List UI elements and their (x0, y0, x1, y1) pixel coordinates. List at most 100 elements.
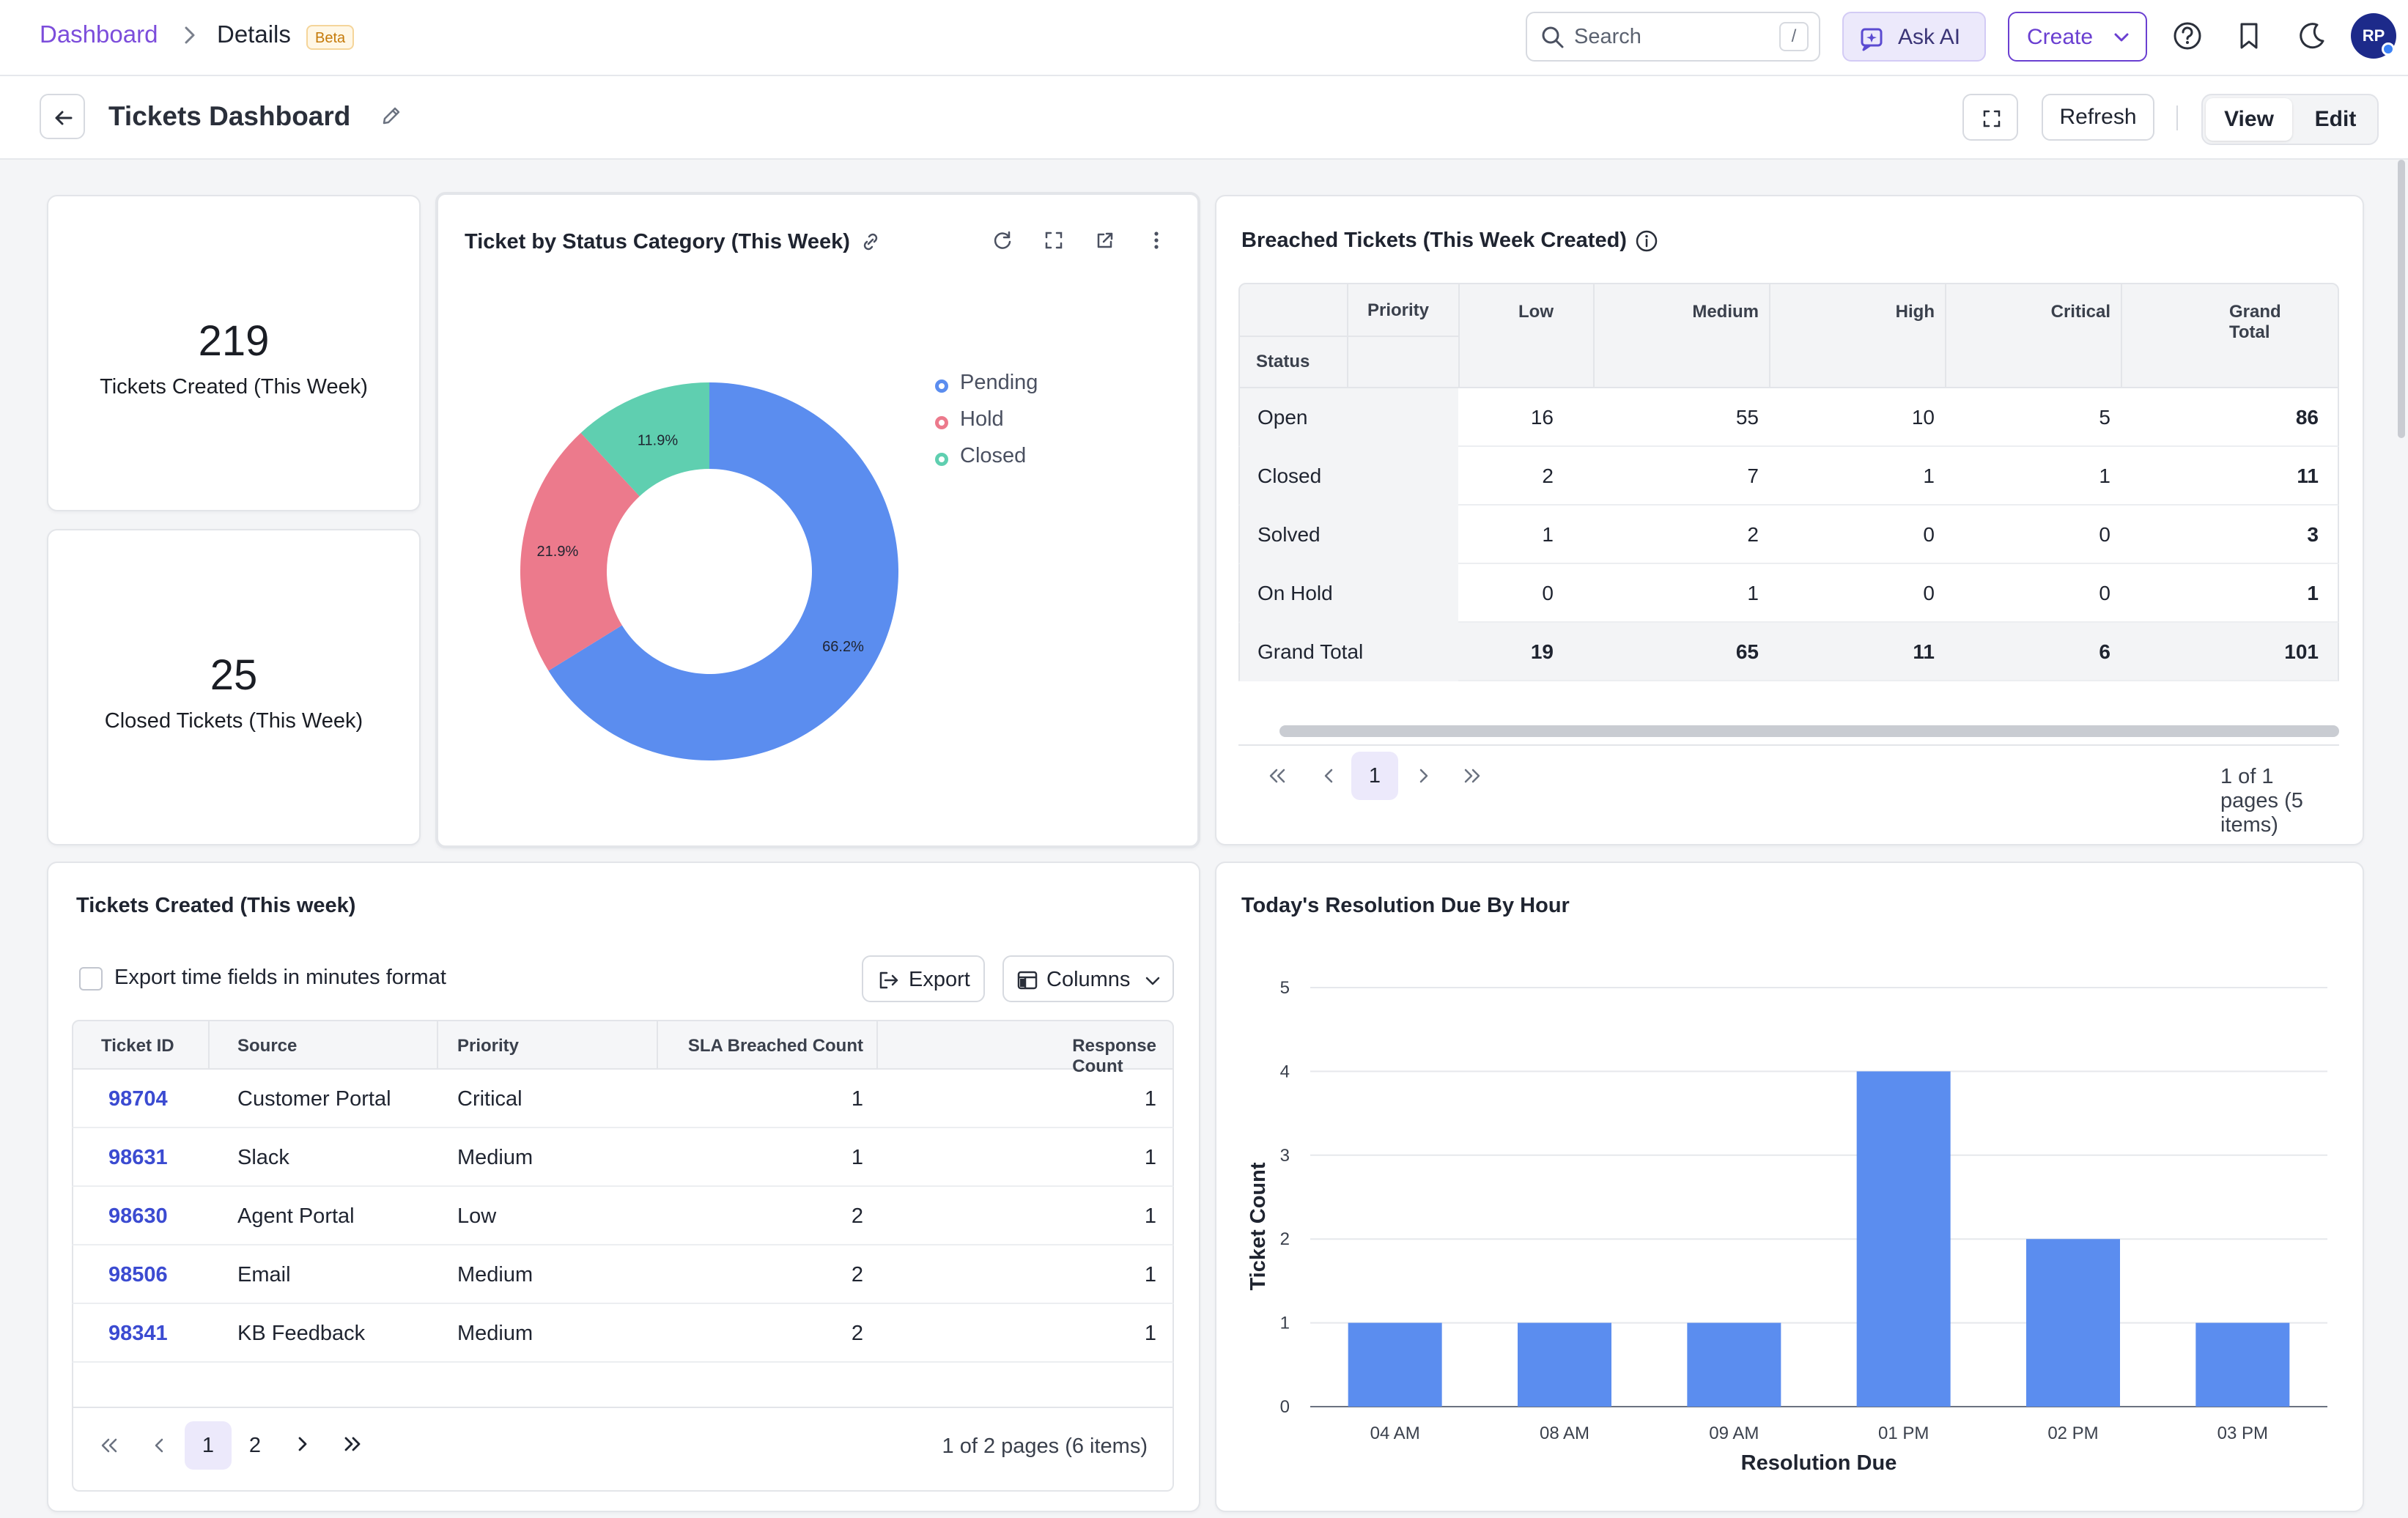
pivot-col-grand-total[interactable]: Grand Total (2229, 302, 2281, 342)
donut-slice-closed[interactable] (580, 382, 709, 497)
status-category-chart-card: Ticket by Status Category (This Week) 66… (435, 192, 1200, 848)
legend-label-hold[interactable]: Hold (960, 407, 1004, 431)
next-page-icon[interactable] (1411, 763, 1436, 788)
donut-slice-hold[interactable] (520, 432, 640, 671)
expand-icon (1983, 110, 2001, 127)
y-tick-label: 1 (1280, 1314, 1290, 1333)
pivot-priority-header: Priority (1367, 300, 1430, 320)
table-row[interactable]: 98631 Slack Medium 1 1 (72, 1128, 1174, 1187)
first-page-icon[interactable] (1265, 763, 1290, 788)
card-title: Breached Tickets (This Week Created) (1241, 229, 1627, 252)
ticket-id-link[interactable]: 98631 (108, 1146, 168, 1169)
pivot-col-medium[interactable]: Medium (1692, 302, 1759, 322)
pivot-value-cell: 1 (1923, 464, 1935, 487)
ticket-source: KB Feedback (237, 1322, 366, 1345)
previous-page-icon[interactable] (147, 1433, 171, 1458)
page-number-2[interactable]: 2 (248, 1434, 262, 1457)
pivot-col-low[interactable]: Low (1518, 302, 1554, 322)
pivot-value-cell: 0 (2099, 523, 2110, 546)
export-minutes-label: Export time fields in minutes format (114, 966, 446, 989)
pivot-row-label: On Hold (1257, 582, 1333, 604)
table-row[interactable]: 98506 Email Medium 2 1 (72, 1245, 1174, 1304)
create-dropdown-button[interactable]: Create (2008, 12, 2147, 62)
bar-04-am[interactable] (1348, 1322, 1442, 1407)
previous-page-icon[interactable] (1316, 763, 1341, 788)
header-divider (657, 1021, 658, 1070)
breadcrumb-dashboard-link[interactable]: Dashboard (40, 21, 158, 48)
last-page-icon[interactable] (340, 1432, 365, 1456)
moon-icon[interactable] (2295, 19, 2329, 53)
pivot-footer-divider (1238, 744, 2339, 746)
first-page-icon[interactable] (97, 1433, 122, 1458)
search-box[interactable]: Search / (1526, 12, 1820, 62)
link-icon[interactable] (859, 230, 882, 253)
columns-dropdown-button[interactable]: Columns (1002, 955, 1174, 1002)
pencil-icon[interactable] (380, 104, 403, 127)
legend-label-closed[interactable]: Closed (960, 444, 1027, 467)
bar-03-pm[interactable] (2195, 1322, 2290, 1407)
x-tick-label: 02 PM (2047, 1423, 2098, 1443)
table-columns-icon (1017, 971, 1038, 990)
next-page-icon[interactable] (290, 1432, 315, 1456)
bar-01-pm[interactable] (1856, 1071, 1951, 1407)
legend-swatch-pending (935, 380, 948, 393)
fullscreen-button[interactable] (1962, 94, 2018, 141)
col-header-sla-breached[interactable]: SLA Breached Count (687, 1036, 863, 1056)
export-minutes-checkbox[interactable] (79, 967, 103, 991)
ticket-id-link[interactable]: 98341 (108, 1322, 168, 1345)
ticket-sla-breached: 2 (851, 1204, 863, 1228)
ticket-source: Agent Portal (237, 1204, 355, 1228)
user-avatar[interactable]: RP (2351, 13, 2396, 59)
ask-ai-label: Ask AI (1898, 25, 1961, 49)
x-tick-label: 09 AM (1709, 1423, 1759, 1443)
table-row[interactable]: 98341 KB Feedback Medium 2 1 (72, 1304, 1174, 1363)
bar-08-am[interactable] (1518, 1322, 1611, 1407)
back-button[interactable] (40, 94, 85, 139)
more-vertical-icon[interactable] (1145, 229, 1168, 252)
ticket-priority: Medium (457, 1263, 533, 1286)
col-header-priority[interactable]: Priority (457, 1036, 520, 1056)
page-number-1[interactable]: 1 (185, 1421, 232, 1470)
pivot-value-cell: 2 (1747, 523, 1759, 546)
bar-02-pm[interactable] (2026, 1239, 2120, 1407)
col-header-ticket-id[interactable]: Ticket ID (101, 1036, 174, 1056)
expand-icon[interactable] (1042, 229, 1065, 252)
table-row[interactable]: 98630 Agent Portal Low 2 1 (72, 1187, 1174, 1245)
legend-swatch-hold (935, 416, 948, 429)
ask-ai-button[interactable]: Ask AI (1842, 12, 1986, 62)
last-page-icon[interactable] (1460, 763, 1485, 788)
info-icon[interactable] (1634, 229, 1659, 253)
view-mode-button[interactable]: View (2206, 98, 2292, 141)
col-header-source[interactable]: Source (237, 1036, 298, 1056)
pivot-col-high[interactable]: High (1895, 302, 1935, 322)
refresh-button[interactable]: Refresh (2042, 94, 2154, 141)
pivot-value-cell: 0 (1923, 582, 1935, 604)
kpi-label: Closed Tickets (This Week) (104, 709, 363, 733)
ticket-id-link[interactable]: 98506 (108, 1263, 168, 1286)
page-scrollbar[interactable] (2398, 160, 2405, 438)
export-button[interactable]: Export (862, 955, 985, 1002)
pivot-value-cell: 1 (1542, 523, 1554, 546)
external-link-icon[interactable] (1093, 229, 1117, 252)
ticket-id-link[interactable]: 98704 (108, 1087, 168, 1111)
table-row[interactable]: 98704 Customer Portal Critical 1 1 (72, 1070, 1174, 1128)
ticket-priority: Medium (457, 1146, 533, 1169)
bookmark-icon[interactable] (2232, 19, 2266, 53)
pivot-value-cell: 2 (1542, 464, 1554, 487)
refresh-icon[interactable] (991, 229, 1014, 252)
pivot-value-cell: 5 (2099, 406, 2110, 429)
donut-slice-pending[interactable] (548, 382, 898, 760)
legend-label-pending[interactable]: Pending (960, 371, 1038, 394)
bar-09-am[interactable] (1687, 1322, 1781, 1407)
ticket-id-link[interactable]: 98630 (108, 1204, 168, 1228)
footer-divider (73, 1407, 1172, 1408)
col-header-response-count[interactable]: Response Count (1072, 1036, 1156, 1076)
donut-data-label: 21.9% (537, 544, 579, 560)
pivot-col-critical[interactable]: Critical (2050, 302, 2110, 322)
pivot-horizontal-scrollbar[interactable] (1279, 725, 2339, 737)
help-icon[interactable] (2171, 19, 2204, 53)
export-icon (879, 971, 898, 989)
page-number-1[interactable]: 1 (1351, 752, 1398, 800)
edit-mode-button[interactable]: Edit (2314, 107, 2357, 131)
pivot-value-cell: 0 (1542, 582, 1554, 604)
